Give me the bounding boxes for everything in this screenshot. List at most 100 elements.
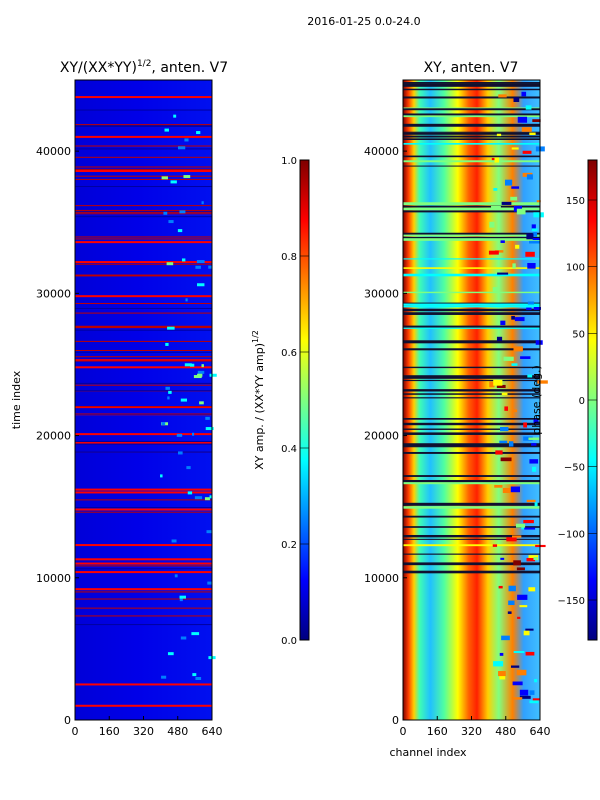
amp-bright-cell [195,265,201,269]
phase-noise-cell [500,457,512,462]
phase-noise-cell [497,272,509,275]
phase-noise-cell [494,157,500,163]
phase-noise-cell [501,635,510,641]
amp-bright-cell [173,114,177,118]
phase-row-line [403,123,540,127]
amp-bright-cell [197,370,205,374]
amp-y-label: time index [10,370,23,429]
amp-bright-cell [164,128,169,132]
phase-row-line [403,143,540,145]
x-tick-label: 320 [133,725,154,738]
phase-noise-cell [511,186,520,189]
phase-noise-cell [516,669,527,676]
amp-row-line [75,413,212,415]
phase-row-line [403,432,540,435]
phase-row-line [403,389,540,392]
x-tick-label: 640 [530,725,551,738]
amp-bright-cell [186,466,191,470]
phase-noise-cell [526,233,534,240]
phase-row-line [403,475,540,477]
phase-noise-cell [513,97,520,102]
phase-row-line [403,155,540,158]
phase-noise-cell [506,537,517,542]
phase-noise-cell [521,91,527,97]
phase-noise-cell [511,363,518,366]
y-tick-label: 30000 [36,287,71,300]
phase-row-line [403,526,540,528]
amp-flagged-row [75,135,212,138]
amp-bright-cell [177,229,183,233]
phase-row-line [403,291,540,294]
amp-bright-cell [177,451,183,455]
amp-row-line [75,216,212,218]
phase-noise-cell [507,611,512,614]
phase-row-line [403,377,540,379]
colorbar-tick-label: 0.8 [281,252,297,263]
amp-row-line [75,109,212,111]
colorbar-tick-label: 0.6 [281,348,297,359]
phase-row-line [403,451,540,454]
amp-row-line [75,507,212,509]
phase-noise-cell [525,105,532,110]
phase-noise-cell [502,487,512,494]
phase-panel-title: XY, anten. V7 [424,60,519,76]
phase-row-line [403,375,540,378]
phase-heatmap-bg [403,80,540,720]
amp-bright-cell [166,262,174,266]
amp-flagged-row [75,261,212,264]
phase-noise-cell [496,133,502,137]
amp-bright-cell [192,432,195,436]
amp-bright-cell [181,258,186,262]
phase-noise-cell [491,205,501,210]
phase-row-line [403,165,540,167]
amp-flagged-row [75,544,212,547]
phase-noise-cell [511,535,522,538]
phase-noise-cell [537,380,548,384]
amp-row-line [75,166,212,168]
phase-noise-cell [525,628,534,631]
amp-row-line [75,351,212,353]
phase-noise-cell [517,616,521,619]
phase-noise-cell [521,526,525,530]
amp-bright-cell [179,598,183,602]
colorbar-tick-label: 0.2 [281,540,297,551]
amp-flagged-row [75,433,212,436]
phase-noise-cell [523,422,528,428]
phase-noise-cell [499,440,508,444]
amp-row-line [75,213,212,215]
amp-row-line [75,565,212,567]
phase-noise-cell [508,441,514,447]
phase-noise-cell [525,251,535,257]
colorbar-tick-label: 0 [579,396,585,407]
amp-bright-cell [201,364,204,368]
phase-noise-cell [529,459,539,464]
amp-flagged-row [75,588,212,591]
amp-row-line [75,125,212,127]
phase-row-line [403,258,540,260]
phase-noise-cell [532,698,540,701]
amp-flagged-row [75,366,212,369]
phase-noise-cell [533,212,544,218]
y-tick-label: 30000 [364,287,399,300]
amp-flagged-row [75,704,212,707]
amp-row-line [75,312,212,314]
amp-row-line [75,349,212,351]
amp-bright-cell [207,581,212,585]
amp-bright-cell [176,433,183,437]
phase-noise-cell [519,695,531,699]
amp-flagged-row [75,558,212,561]
phase-noise-cell [512,681,523,686]
colorbar-tick-label: 0.0 [281,636,297,647]
phase-noise-cell [511,315,515,320]
phase-noise-cell [501,392,508,396]
phase-row-line [403,562,540,566]
amp-bright-cell [197,373,203,377]
amp-flagged-row [75,488,212,491]
phase-noise-cell [523,519,534,524]
phase-row-line [403,397,540,399]
phase-colorbar: −150 −100 −50 0 50 100 150 phase (deg.) [530,159,598,641]
phase-row-line [403,481,540,485]
colorbar-tick-label: −150 [558,596,585,607]
phase-noise-cell [531,228,538,232]
